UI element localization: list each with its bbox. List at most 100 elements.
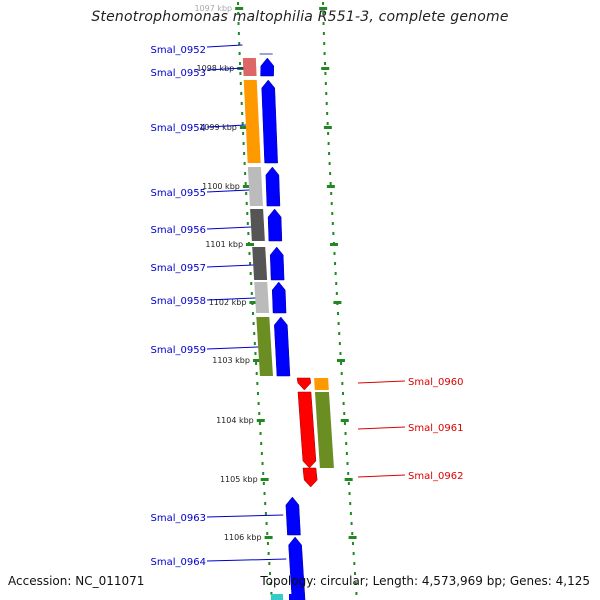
ring-dot: [270, 592, 273, 595]
ring-dot: [240, 92, 243, 95]
tick-mark-left: [264, 536, 273, 539]
tick-label: 1103 kbp: [212, 356, 250, 365]
gene-layer: [259, 53, 318, 600]
ring-dot: [333, 252, 336, 255]
ring-dot: [256, 392, 259, 395]
tick-mark-left: [246, 243, 255, 246]
ring-dot: [335, 282, 338, 285]
leader-line-forward: [206, 558, 287, 562]
tick-mark-left: [252, 359, 261, 362]
ring-dot: [322, 12, 325, 15]
ring-dot: [348, 492, 351, 495]
ring-dot: [344, 432, 347, 435]
cog-block: [254, 282, 270, 313]
ring-dot: [337, 322, 340, 325]
tick-mark-right: [333, 301, 342, 304]
ring-dot: [334, 272, 337, 275]
gene-label-reverse: Smal_0962: [408, 471, 463, 482]
cog-block-partial: [271, 594, 283, 600]
ring-dot: [237, 32, 240, 35]
ring-dot: [258, 412, 261, 415]
ring-dot: [329, 172, 332, 175]
gene-label-forward: Smal_0952: [151, 45, 206, 56]
ring-dot: [267, 552, 270, 555]
gene-arrow-forward: [265, 166, 281, 207]
gene-label-reverse: Smal_0961: [408, 423, 463, 434]
gene-arrow-forward: [271, 281, 287, 314]
ring-dot: [331, 222, 334, 225]
ring-dot: [352, 552, 355, 555]
ring-dot: [355, 592, 358, 595]
tick-mark-right: [348, 536, 357, 539]
ring-dot: [252, 322, 255, 325]
ring-dot: [262, 472, 265, 475]
ring-dot: [329, 182, 332, 185]
ring-dot: [322, 22, 325, 25]
tick-mark-right: [321, 67, 330, 70]
ring-dot: [244, 172, 247, 175]
ring-dot: [237, 22, 240, 25]
ring-dot: [237, 12, 240, 15]
ring-dot: [241, 112, 244, 115]
ring-dot: [263, 492, 266, 495]
ring-dot: [347, 482, 350, 485]
tick-label: 1100 kbp: [202, 182, 240, 191]
cog-block: [314, 378, 329, 390]
leader-line-forward: [206, 297, 256, 301]
leader-line-forward: [206, 264, 254, 268]
cog-block: [242, 58, 257, 76]
cog-block: [314, 392, 334, 468]
gene-arrow-reverse: [296, 377, 312, 391]
ring-dot: [324, 72, 327, 75]
gene-arrow-reverse: [297, 391, 317, 469]
ring-dot: [260, 452, 263, 455]
ring-dot: [242, 132, 245, 135]
ring-dot: [347, 472, 350, 475]
ring-dot: [327, 132, 330, 135]
leader-line-forward: [206, 514, 284, 518]
ring-dot: [250, 292, 253, 295]
gene-arrow-reverse: [302, 467, 318, 488]
ring-dot: [239, 72, 242, 75]
ring-dot: [354, 572, 357, 575]
gene-arrow-forward: [269, 246, 285, 281]
ring-dot: [343, 422, 346, 425]
ring-dot: [268, 562, 271, 565]
ring-dot: [328, 152, 331, 155]
leader-line-forward: [206, 346, 259, 350]
leader-line-forward: [206, 44, 243, 48]
ring-dot: [247, 232, 250, 235]
leader-line-reverse: [357, 474, 406, 478]
ring-dot: [238, 62, 241, 65]
ring-dot: [266, 532, 269, 535]
tick-mark-right: [336, 359, 345, 362]
tick-mark-right: [330, 243, 339, 246]
leader-line-forward: [206, 189, 250, 193]
ring-dot: [246, 222, 249, 225]
ring-dot: [322, 2, 325, 5]
tick-mark-right: [344, 478, 353, 481]
ring-dot: [254, 352, 257, 355]
ring-dot: [246, 212, 249, 215]
ring-dot: [242, 142, 245, 145]
gene-label-forward: Smal_0963: [151, 513, 206, 524]
accession-label: Accession: NC_011071: [8, 574, 145, 588]
leader-line-reverse: [357, 380, 406, 384]
cog-block: [252, 247, 268, 280]
ring-dot: [332, 232, 335, 235]
ring-dot: [259, 432, 262, 435]
ring-dot: [323, 62, 326, 65]
leader-line-reverse: [357, 426, 406, 430]
tick-label: 1102 kbp: [209, 298, 247, 307]
ring-dot: [334, 262, 337, 265]
genes-count-text: Genes: 4,125: [509, 574, 590, 588]
ring-dot: [345, 442, 348, 445]
ring-dot: [325, 92, 328, 95]
ring-dot: [338, 332, 341, 335]
ring-dot: [269, 582, 272, 585]
ring-dot: [342, 402, 345, 405]
ring-dot: [248, 252, 251, 255]
ring-dot: [260, 442, 263, 445]
gene-arrow-forward: [267, 208, 283, 242]
ring-dot: [240, 102, 243, 105]
